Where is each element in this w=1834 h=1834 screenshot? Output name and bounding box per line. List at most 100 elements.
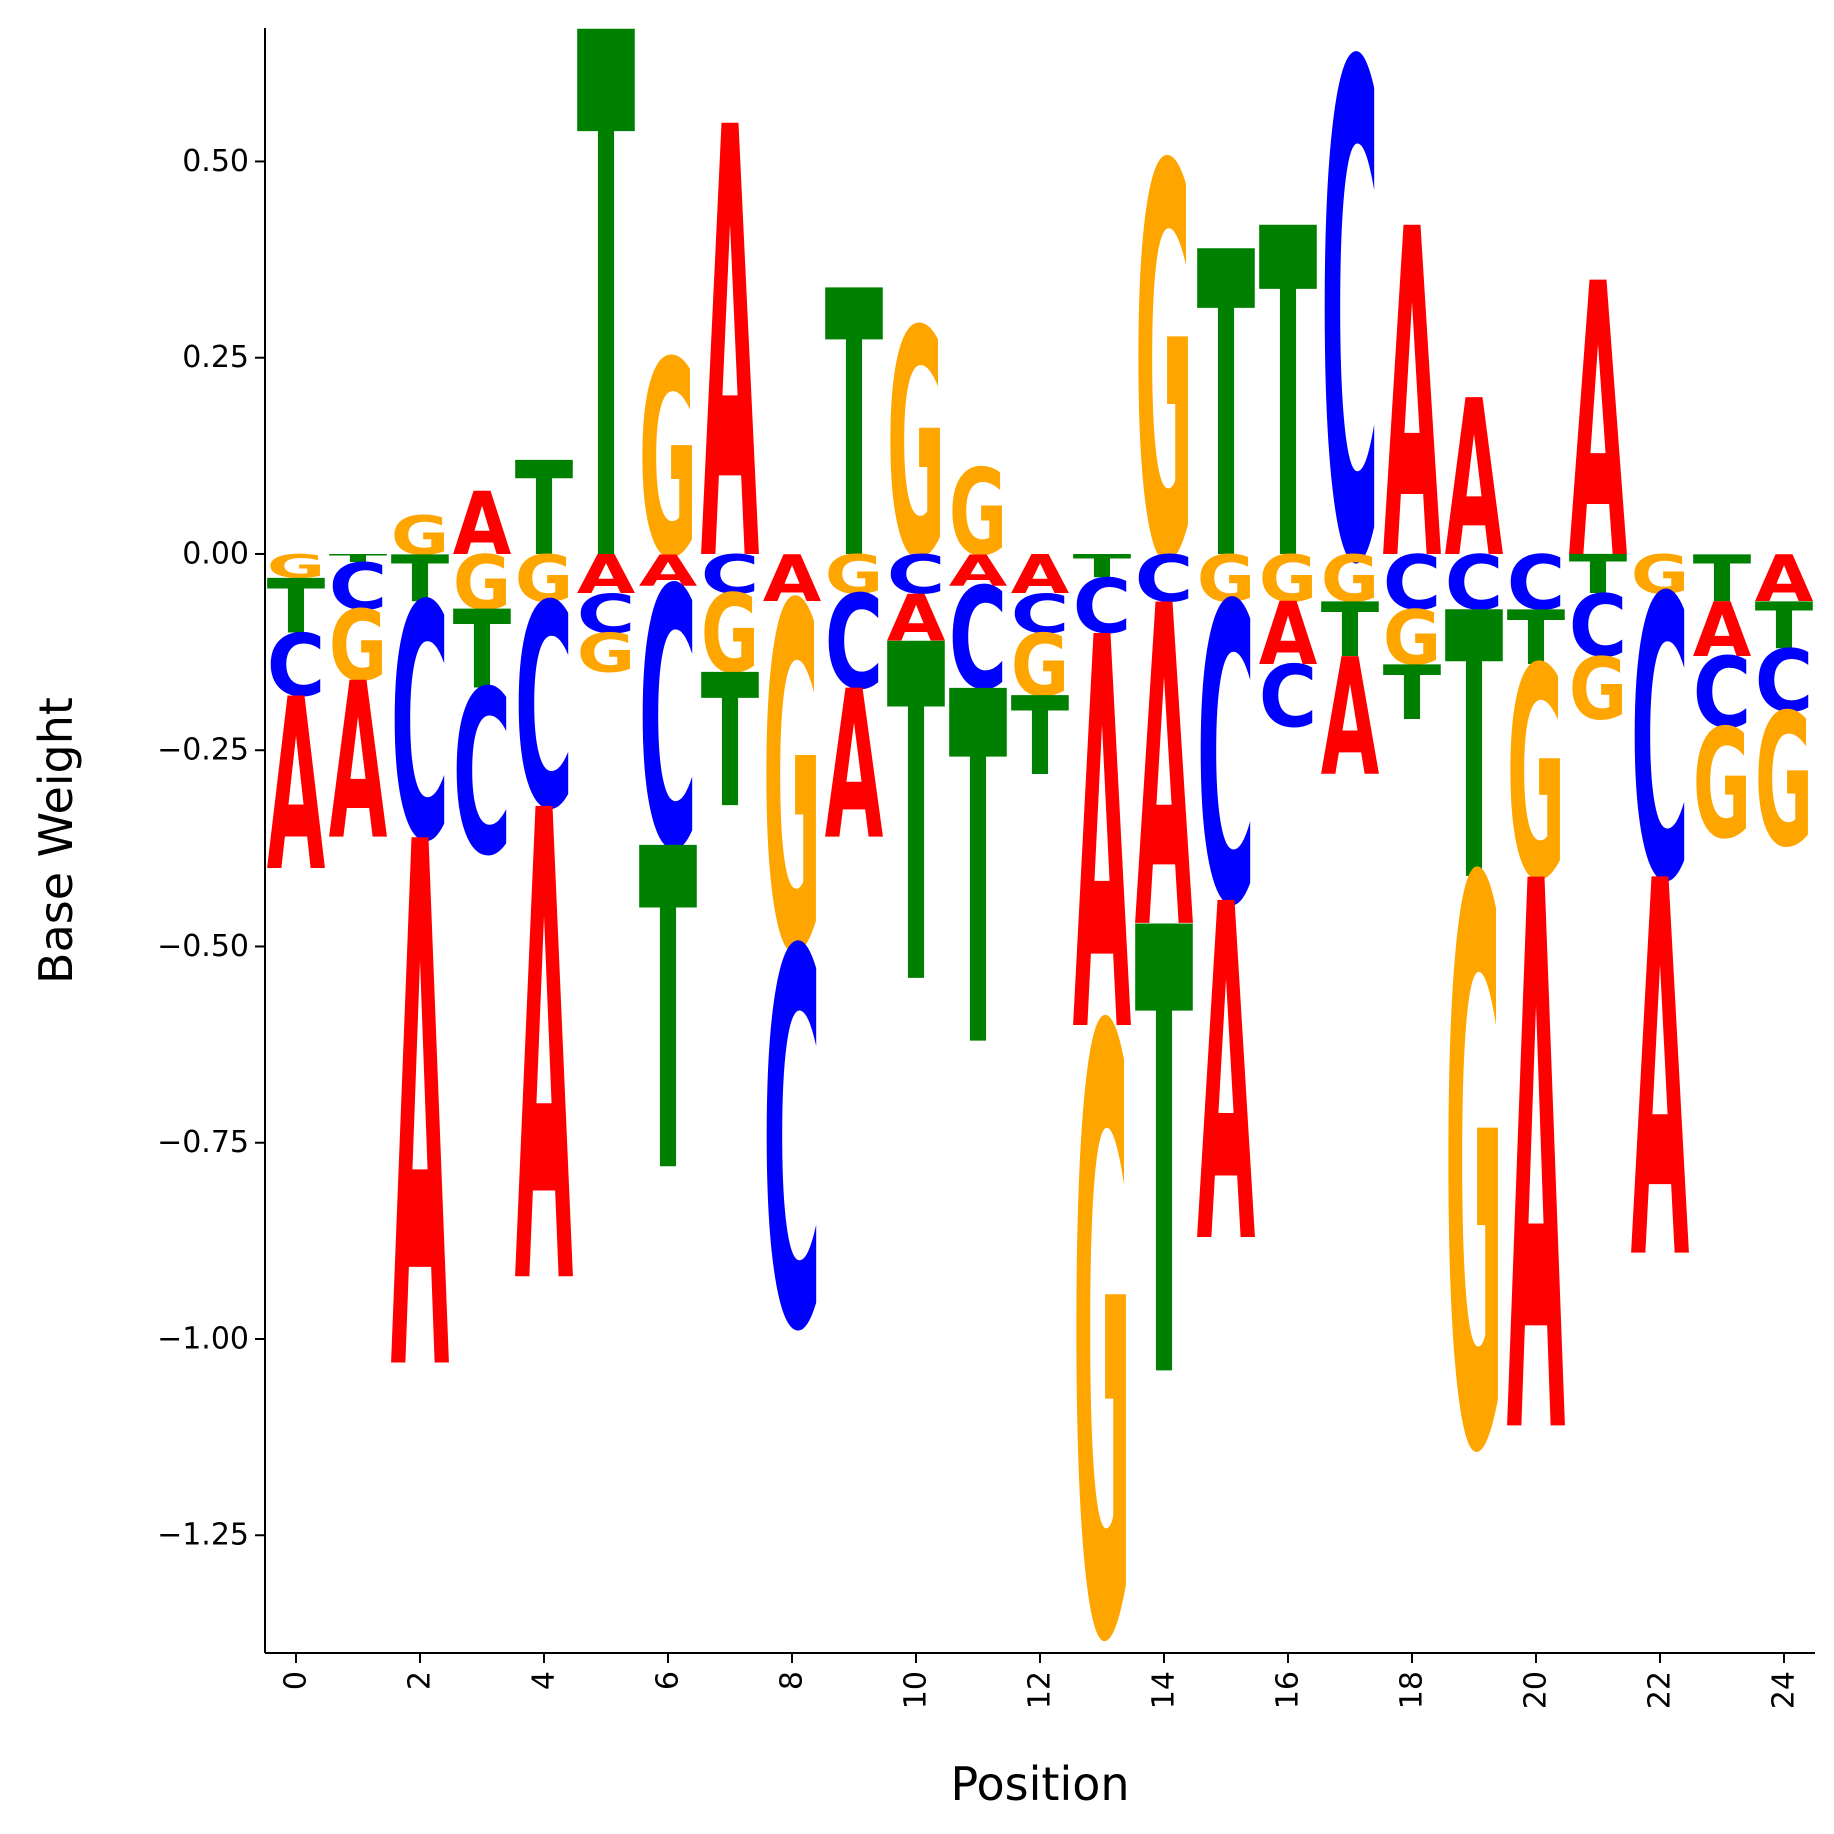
logo-letter-C: C	[1569, 576, 1628, 677]
logo-letter-T: T	[825, 215, 884, 640]
y-tick-label: −0.75	[157, 1125, 249, 1160]
logo-letter-A: A	[701, 7, 760, 694]
logo-letter-G: G	[1755, 674, 1813, 888]
logo-letter-A: A	[453, 475, 512, 575]
logo-letter-G: G	[267, 548, 325, 585]
logo-letter-C: C	[453, 643, 512, 906]
x-tick-label: 0	[279, 1671, 314, 1690]
logo-letter-A: A	[1631, 774, 1690, 1374]
logo-letter-C: C	[1321, 0, 1380, 714]
logo-letter-A: A	[1011, 544, 1070, 606]
logo-letter-T: T	[1259, 134, 1318, 661]
logo-letter-A: A	[1135, 513, 1194, 1027]
logo-letter-T: T	[1383, 650, 1441, 738]
logo-letter-T: T	[1445, 537, 1504, 962]
y-tick-label: 0.50	[182, 144, 249, 179]
logo-letter-T: T	[1507, 595, 1565, 683]
y-axis-label: Base Weight	[29, 697, 83, 984]
logo-letter-G: G	[1135, 56, 1193, 681]
logo-letter-G: G	[453, 540, 511, 627]
logo-letter-C: C	[825, 568, 884, 718]
logo-letter-C: C	[639, 515, 698, 929]
logo-letter-T: T	[391, 542, 450, 617]
logo-letter-T: T	[887, 550, 946, 1088]
logo-letter-A: A	[1693, 586, 1752, 674]
logo-letter-A: A	[515, 679, 574, 1429]
logo-letter-A: A	[267, 650, 326, 925]
logo-letter-C: C	[701, 544, 760, 606]
logo-letter-G: G	[1259, 542, 1317, 617]
logo-letter-T: T	[329, 552, 388, 564]
logo-letter-T: T	[1135, 803, 1194, 1516]
logo-letter-A: A	[1383, 136, 1442, 662]
y-tick-label: 0.25	[182, 340, 249, 375]
logo-letter-A: A	[1445, 355, 1504, 606]
logo-letter-G: G	[515, 542, 573, 617]
logo-letter-T: T	[701, 635, 759, 849]
logo-letter-A: A	[329, 638, 388, 889]
logo-letter-C: C	[515, 547, 574, 872]
x-tick-label: 14	[1147, 1671, 1182, 1709]
logo-letter-C: C	[1135, 542, 1194, 617]
logo-letter-T: T	[1693, 542, 1752, 617]
logo-letter-T: T	[1755, 589, 1814, 664]
logo-letter-T: T	[1569, 544, 1628, 606]
logo-letter-A: A	[763, 541, 822, 616]
logo-letter-G: G	[639, 305, 697, 618]
x-tick-label: 10	[899, 1671, 934, 1709]
logo-letter-G: G	[1383, 595, 1441, 682]
logo-letter-C: C	[267, 615, 326, 716]
y-tick-label: −1.00	[157, 1321, 249, 1356]
logo-letter-C: C	[1631, 517, 1690, 967]
logo-letter-A: A	[577, 544, 636, 606]
y-tick-label: −0.25	[157, 733, 249, 768]
x-tick-label: 12	[1023, 1671, 1058, 1709]
logo-letter-G: G	[1445, 723, 1503, 1624]
logo-letter-G: G	[1197, 542, 1255, 617]
logo-letter-G: G	[1693, 697, 1751, 872]
logo-letter-C: C	[1197, 522, 1256, 997]
logo-letter-G: G	[391, 504, 449, 566]
logo-letters: GTCATCGAGTCAAGTCTGCATACGGACTACGTAGCTGCAG…	[267, 0, 1814, 1825]
logo-letter-T: T	[267, 563, 325, 651]
logo-letter-C: C	[1507, 540, 1566, 627]
y-tick-label: 0.00	[182, 536, 249, 571]
logo-letter-C: C	[1755, 631, 1814, 732]
logo-letter-C: C	[949, 557, 1008, 720]
logo-letter-A: A	[1755, 541, 1814, 616]
logo-letter-C: C	[329, 550, 388, 625]
y-axis-ticks: 0.50 0.25 0.00 −0.25 −0.50 −0.75 −1.00 −1.25	[157, 144, 265, 1553]
logo-letter-T: T	[577, 0, 636, 724]
logo-letter-T: T	[453, 588, 511, 713]
logo-letter-C: C	[391, 539, 450, 914]
logo-letter-G: G	[1507, 607, 1565, 945]
logo-letter-T: T	[1073, 548, 1131, 585]
logo-letter-G: G	[1321, 542, 1379, 617]
logo-letter-A: A	[1507, 727, 1566, 1604]
logo-letter-G: G	[825, 544, 883, 606]
logo-letter-C: C	[1259, 647, 1318, 748]
logo-letter-G: G	[763, 507, 821, 1058]
logo-letter-T: T	[1321, 587, 1379, 675]
logo-letter-T: T	[1011, 674, 1069, 799]
logo-letter-C: C	[887, 544, 946, 606]
logo-letter-C: C	[1693, 637, 1752, 749]
logo-letter-G: G	[1569, 639, 1627, 739]
logo-letter-A: A	[1197, 808, 1256, 1347]
logo-letter-G: G	[1631, 544, 1689, 606]
logo-letter-A: A	[1321, 624, 1380, 812]
logo-letter-C: C	[763, 845, 822, 1446]
logo-letter-C: C	[1011, 583, 1070, 645]
x-tick-label: 18	[1395, 1671, 1430, 1709]
logo-letter-T: T	[515, 434, 574, 585]
logo-letter-A: A	[1073, 526, 1132, 1152]
x-tick-label: 20	[1519, 1671, 1554, 1709]
x-tick-label: 16	[1271, 1671, 1306, 1709]
logo-letter-A: A	[639, 546, 698, 596]
logo-letter-T: T	[1197, 166, 1256, 654]
x-axis-label: Position	[950, 1757, 1129, 1811]
x-axis-ticks: 0 2 4 6 8 10 12 14 16 18 20 22 24	[279, 1653, 1802, 1709]
logo-letter-G: G	[329, 591, 387, 704]
x-tick-label: 4	[527, 1671, 562, 1690]
